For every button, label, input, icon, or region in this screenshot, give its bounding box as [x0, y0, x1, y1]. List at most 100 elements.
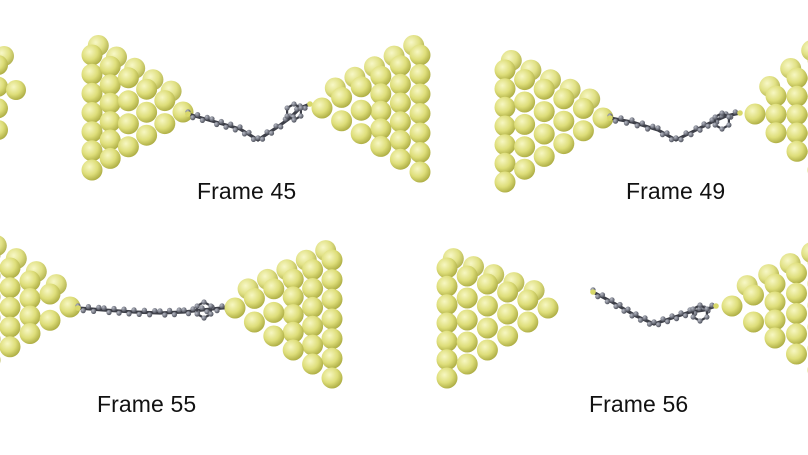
- molecule-atom: [609, 297, 615, 303]
- gold-atom: [389, 148, 411, 170]
- molecule-atom: [617, 301, 623, 308]
- gold-atom: [497, 281, 519, 303]
- gold-atom: [350, 99, 372, 121]
- gold-atom: [801, 242, 808, 263]
- ring-atom: [201, 315, 207, 321]
- gold-atom: [409, 44, 431, 66]
- gold-atom: [81, 63, 103, 85]
- molecule-atom: [697, 127, 703, 133]
- molecule-atom: [678, 310, 684, 316]
- molecule-atom: [141, 307, 147, 313]
- gold-atom: [743, 311, 764, 333]
- molecule-atom: [147, 312, 153, 318]
- molecule-atom: [278, 124, 284, 130]
- gold-atom: [282, 339, 304, 361]
- gold-atom: [744, 103, 766, 125]
- molecule-atom: [668, 137, 675, 143]
- gold-atom: [243, 287, 265, 309]
- gold-atom: [6, 80, 26, 100]
- junction-scene: [0, 35, 808, 389]
- gold-atom: [764, 291, 786, 313]
- gold-atom: [409, 161, 431, 183]
- molecule-atom: [91, 308, 97, 314]
- molecule-atom: [621, 308, 627, 314]
- gold-atom: [786, 85, 808, 107]
- gold-atom: [476, 317, 498, 339]
- molecule-atom: [237, 124, 243, 130]
- molecule-atom: [268, 130, 275, 136]
- gold-atom: [0, 336, 21, 358]
- gold-atom: [533, 145, 555, 167]
- gold-atom: [389, 92, 411, 114]
- gold-atom: [494, 96, 516, 118]
- gold-atom: [99, 55, 121, 77]
- gold-atom: [321, 288, 343, 310]
- gold-atom: [389, 130, 411, 151]
- gold-atom: [409, 64, 431, 85]
- molecule-atom: [660, 316, 666, 322]
- gold-atom: [321, 347, 343, 369]
- linker-atom: [713, 303, 719, 309]
- linker-atom: [607, 115, 613, 121]
- ring-atom: [719, 110, 725, 116]
- gold-cluster-frame45-left: [81, 35, 194, 181]
- gold-atom: [81, 82, 103, 104]
- molecule-atom: [204, 309, 210, 315]
- gold-atom: [117, 113, 139, 135]
- linker-atom: [185, 111, 191, 117]
- molecule-atom: [673, 316, 680, 322]
- gold-atom: [476, 295, 498, 317]
- gold-atom: [321, 269, 343, 291]
- gold-atom: [99, 147, 121, 169]
- gold-atom: [786, 323, 807, 345]
- gold-atom: [321, 249, 343, 271]
- gold-atom: [331, 86, 353, 108]
- gold-atom: [533, 101, 555, 123]
- gold-atom: [0, 356, 1, 364]
- gold-atom: [494, 115, 516, 137]
- ring-atom: [704, 314, 710, 320]
- gold-cluster-frame55-right: [224, 240, 343, 389]
- gold-atom: [19, 323, 41, 344]
- gold-atom: [497, 303, 519, 325]
- gold-atom: [39, 309, 61, 331]
- molecule-atom: [209, 116, 215, 122]
- gold-atom: [263, 301, 285, 323]
- molecule-atom: [693, 125, 699, 131]
- gold-atom: [409, 122, 431, 144]
- gold-atom: [497, 325, 519, 347]
- molecule-atom: [650, 123, 656, 129]
- molecule-atom: [214, 308, 220, 314]
- gold-atom: [436, 367, 458, 389]
- molecule-atom: [199, 305, 205, 311]
- gold-atom: [494, 59, 516, 81]
- molecule-atom: [688, 132, 694, 138]
- gold-atom: [117, 90, 139, 112]
- molecule-atom: [96, 304, 102, 310]
- gold-atom: [514, 69, 536, 91]
- gold-atom: [321, 308, 343, 330]
- molecule-atom: [228, 121, 234, 127]
- molecule-atom: [246, 129, 252, 135]
- gold-atom: [302, 315, 324, 337]
- gold-atom: [224, 297, 246, 319]
- gold-atom: [117, 136, 139, 158]
- benzene-ring: [690, 302, 710, 324]
- gold-atom: [99, 111, 121, 133]
- ring-atom: [284, 105, 290, 111]
- gold-atom: [81, 159, 103, 181]
- molecule-frame49: [607, 109, 743, 143]
- molecule-atom: [195, 112, 201, 118]
- gold-atom: [0, 272, 1, 280]
- gold-atom: [99, 129, 121, 151]
- gold-atom: [282, 286, 304, 308]
- gold-cluster-frame49-right: [744, 40, 808, 174]
- molecule-frame45: [185, 101, 313, 142]
- ring-atom: [208, 303, 214, 309]
- molecule-atom: [204, 114, 210, 120]
- ring-atom: [690, 306, 696, 312]
- linker-atom: [737, 110, 743, 116]
- molecule-atom: [599, 292, 606, 298]
- gold-atom: [494, 134, 516, 156]
